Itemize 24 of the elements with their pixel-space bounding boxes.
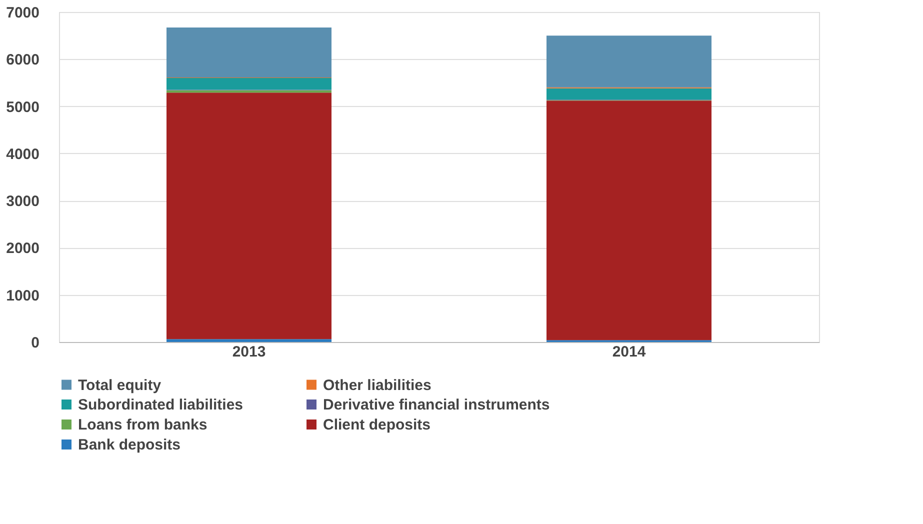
y-tick-label: 6000 <box>6 52 40 69</box>
bar <box>166 78 332 90</box>
bar <box>546 36 712 88</box>
bar <box>166 28 332 78</box>
x-tick-label: 2013 <box>232 344 266 360</box>
bar <box>166 339 332 342</box>
y-tick-label: 7000 <box>6 4 40 22</box>
legend-label: Other liabilities <box>323 376 432 394</box>
legend-label: Client deposits <box>323 416 431 434</box>
y-tick-label: 5000 <box>6 98 40 116</box>
y-tick-label: 0 <box>31 334 40 352</box>
y-tick-label: 1000 <box>6 287 40 304</box>
legend-label: Bank deposits <box>78 436 181 454</box>
legend-label: Total equity <box>78 376 162 394</box>
y-tick-label: 2000 <box>6 240 40 258</box>
legend-label: Derivative financial instruments <box>323 396 550 414</box>
bar <box>546 100 712 340</box>
legend-label: Subordinated liabilities <box>78 396 244 414</box>
legend-label: Loans from banks <box>78 416 208 434</box>
y-tick-label: 3000 <box>6 193 40 210</box>
y-tick-label: 4000 <box>6 146 40 163</box>
bar <box>546 88 712 100</box>
x-tick-label: 2014 <box>612 344 646 360</box>
bar <box>166 92 332 340</box>
